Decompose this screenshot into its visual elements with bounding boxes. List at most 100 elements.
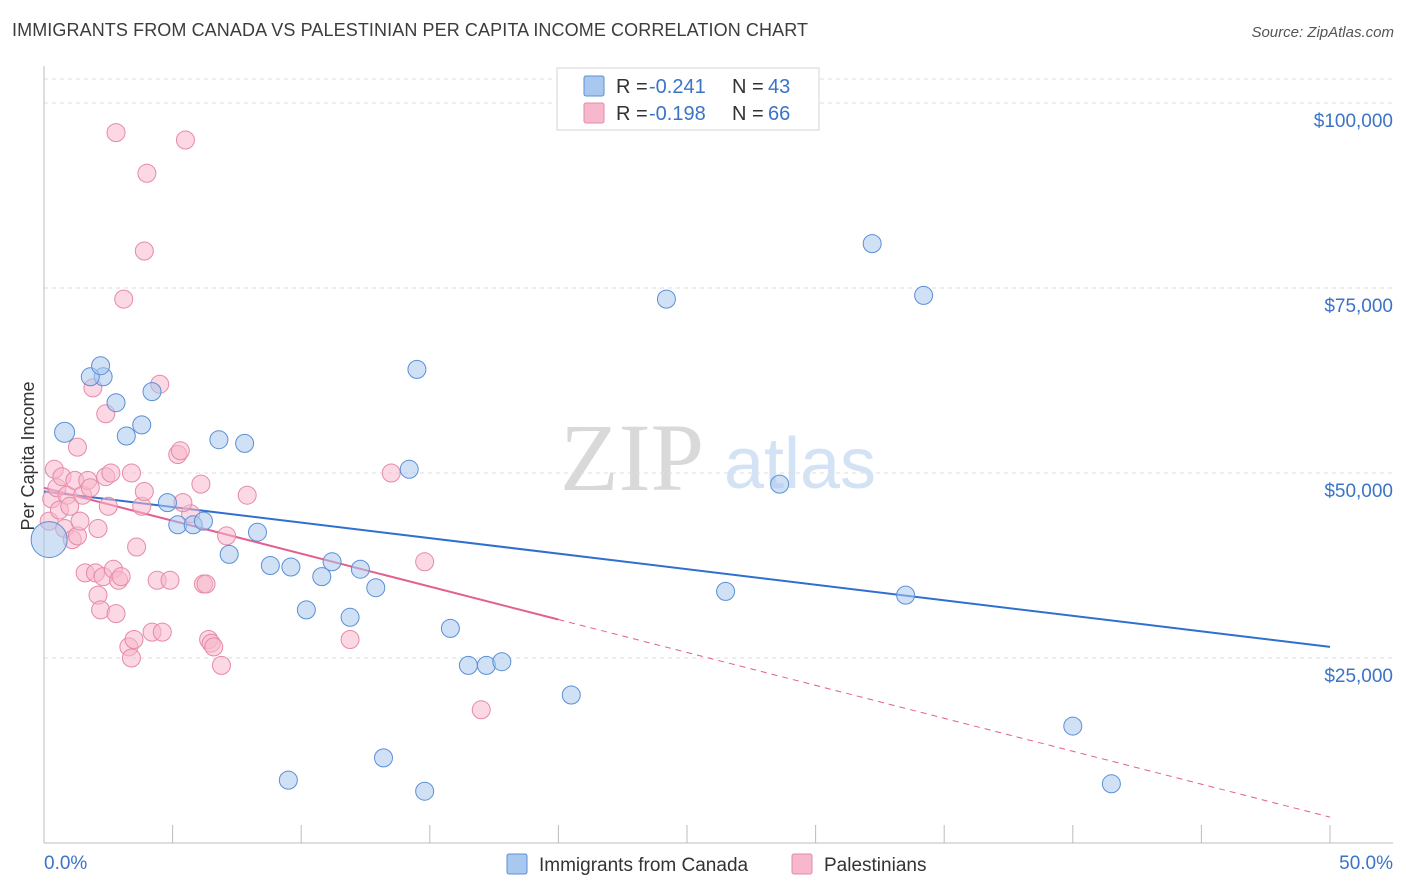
y-tick-label: $25,000 [1324, 666, 1393, 687]
scatter-point-palestinians[interactable] [191, 474, 211, 494]
scatter-point-canada[interactable] [278, 770, 298, 790]
scatter-point-palestinians[interactable] [124, 630, 144, 649]
scatter-point-canada[interactable] [656, 289, 676, 309]
scatter-point-canada[interactable] [440, 618, 460, 638]
scatter-point-palestinians[interactable] [101, 463, 121, 483]
scatter-point-canada[interactable] [914, 285, 934, 305]
scatter-point-palestinians[interactable] [88, 519, 108, 538]
scatter-point-canada[interactable] [209, 430, 229, 450]
chart-title: IMMIGRANTS FROM CANADA VS PALESTINIAN PE… [12, 20, 809, 40]
trend-line-solid-1 [43, 486, 559, 621]
scatter-point-canada[interactable] [322, 552, 342, 572]
bottom-legend-swatch-palestinians[interactable] [791, 853, 813, 875]
scatter-point-palestinians[interactable] [211, 655, 231, 675]
scatter-point-canada[interactable] [91, 356, 111, 376]
scatter-point-canada[interactable] [1101, 774, 1121, 794]
scatter-point-canada[interactable] [30, 521, 68, 559]
scatter-point-palestinians[interactable] [70, 511, 90, 531]
scatter-point-palestinians[interactable] [415, 552, 435, 572]
scatter-point-palestinians[interactable] [60, 496, 80, 516]
scatter-point-canada[interactable] [340, 607, 360, 627]
scatter-point-canada[interactable] [716, 581, 736, 601]
chart-source: Source: ZipAtlas.com [1251, 24, 1394, 41]
scatter-point-canada[interactable] [350, 559, 370, 579]
y-tick-label: $75,000 [1324, 296, 1393, 317]
trend-layer [43, 486, 1331, 818]
scatter-point-palestinians[interactable] [121, 648, 141, 668]
scatter-point-palestinians[interactable] [114, 289, 134, 309]
scatter-point-palestinians[interactable] [471, 700, 491, 720]
axes-layer: $25,000 $50,000 $75,000 $100,000 [43, 66, 1393, 844]
scatter-point-palestinians[interactable] [111, 567, 131, 587]
scatter-point-palestinians[interactable] [134, 241, 154, 261]
scatter-point-canada[interactable] [374, 748, 394, 768]
scatter-point-canada[interactable] [296, 600, 316, 620]
stats-r-value-1: -0.198 [649, 103, 706, 125]
scatter-point-canada[interactable] [142, 382, 162, 402]
scatter-point-canada[interactable] [458, 655, 478, 675]
scatter-point-palestinians[interactable] [204, 637, 224, 657]
trend-line-dashed-1 [558, 619, 1331, 818]
scatter-point-palestinians[interactable] [106, 123, 126, 143]
scatter-point-canada[interactable] [312, 567, 332, 587]
x-tick-label-max: 50.0% [1339, 853, 1393, 874]
scatter-point-palestinians[interactable] [134, 482, 154, 501]
stats-legend-swatch-palestinians [583, 102, 605, 124]
scatter-point-palestinians[interactable] [237, 485, 257, 505]
scatter-point-canada[interactable] [235, 433, 255, 453]
scatter-point-palestinians[interactable] [170, 441, 190, 461]
scatter-point-canada[interactable] [407, 359, 427, 379]
watermark-atlas: atlas [724, 424, 876, 504]
scatter-point-canada[interactable] [366, 578, 386, 598]
scatter-point-canada[interactable] [561, 685, 581, 705]
bottom-legend-swatch-canada[interactable] [506, 853, 528, 875]
scatter-point-canada[interactable] [281, 557, 301, 577]
scatter-point-palestinians[interactable] [217, 526, 237, 546]
y-tick-label: $50,000 [1324, 481, 1393, 502]
scatter-point-canada[interactable] [770, 474, 790, 494]
stats-r-value-0: -0.241 [649, 76, 706, 98]
scatter-point-canada[interactable] [157, 493, 177, 513]
stats-n-value-1: 66 [768, 103, 790, 125]
scatter-point-palestinians[interactable] [160, 570, 180, 590]
scatter-point-canada[interactable] [247, 522, 267, 542]
scatter-point-palestinians[interactable] [127, 537, 147, 557]
scatter-point-canada[interactable] [116, 426, 136, 446]
scatter-point-canada[interactable] [54, 421, 76, 443]
scatter-point-palestinians[interactable] [121, 463, 141, 483]
scatter-point-canada[interactable] [1063, 716, 1083, 736]
scatter-point-canada[interactable] [492, 652, 512, 672]
scatter-point-palestinians[interactable] [106, 604, 126, 624]
scatter-point-palestinians[interactable] [152, 622, 172, 642]
stats-n-label-1: N = [732, 103, 769, 125]
y-axis-label: Per Capita Income [18, 381, 38, 530]
x-tick-label-min: 0.0% [44, 853, 87, 874]
scatter-point-palestinians[interactable] [98, 496, 118, 516]
points-layer [30, 123, 1121, 801]
scatter-point-canada[interactable] [260, 556, 280, 575]
stats-r-label-1: R = [616, 103, 653, 125]
scatter-point-palestinians[interactable] [80, 478, 100, 498]
scatter-point-canada[interactable] [132, 415, 152, 435]
bottom-legend-label-palestinians[interactable]: Palestinians [824, 855, 926, 876]
stats-n-label-0: N = [732, 76, 769, 98]
stats-n-value-0: 43 [768, 76, 790, 98]
scatter-point-canada[interactable] [399, 459, 419, 479]
bottom-legend-label-canada[interactable]: Immigrants from Canada [539, 855, 749, 876]
scatter-point-palestinians[interactable] [67, 437, 87, 457]
scatter-point-canada[interactable] [106, 393, 126, 413]
scatter-point-palestinians[interactable] [381, 463, 401, 483]
scatter-point-canada[interactable] [219, 544, 239, 564]
bottom-legend: Immigrants from Canada Palestinians [506, 853, 926, 876]
y-tick-label: $100,000 [1314, 111, 1393, 132]
scatter-point-canada[interactable] [862, 234, 882, 254]
scatter-point-canada[interactable] [896, 585, 916, 605]
scatter-point-palestinians[interactable] [196, 574, 216, 594]
scatter-point-palestinians[interactable] [175, 130, 195, 150]
scatter-point-palestinians[interactable] [137, 163, 157, 183]
trend-line-solid-0 [43, 490, 1331, 648]
scatter-point-palestinians[interactable] [340, 630, 360, 649]
scatter-point-canada[interactable] [193, 511, 213, 531]
scatter-point-canada[interactable] [415, 781, 435, 801]
